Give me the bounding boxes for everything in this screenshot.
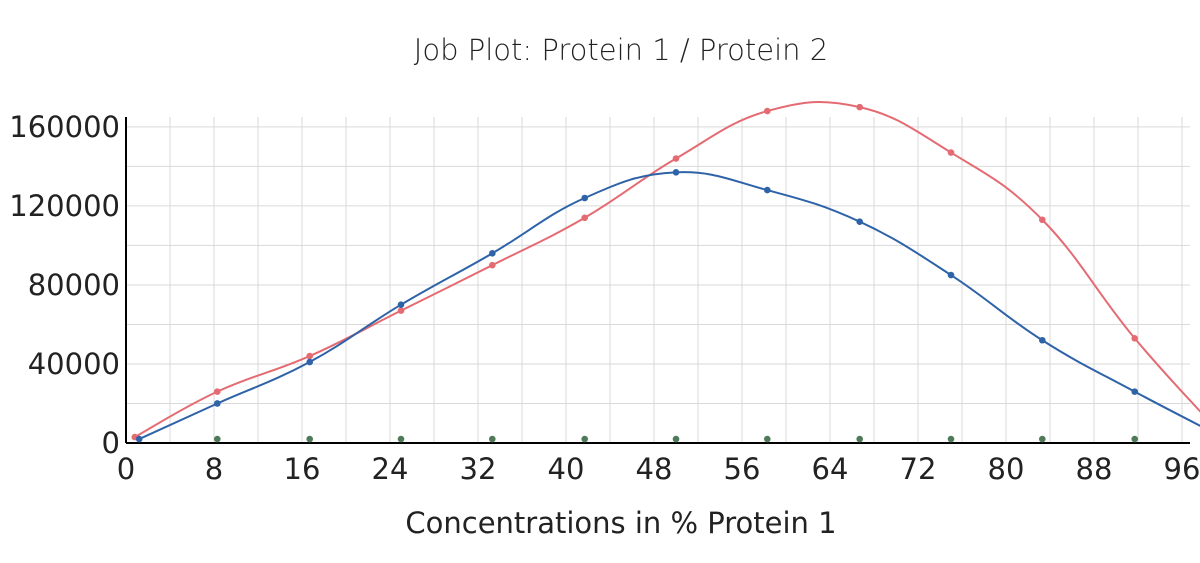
data-point	[1039, 435, 1046, 443]
data-point	[947, 271, 955, 279]
data-point	[397, 435, 405, 443]
data-point	[306, 435, 314, 443]
data-point	[1131, 435, 1138, 443]
x-tick-label: 8	[205, 452, 223, 486]
y-tick-label: 120000	[9, 189, 120, 223]
x-tick-label: 88	[1076, 452, 1113, 486]
x-tick-label: 24	[372, 452, 409, 486]
x-tick-labels: 0 8 16 24 32 40 48 56 64 72 80 88 96	[117, 452, 1200, 486]
grid	[126, 117, 1190, 443]
series-line	[138, 171, 1200, 440]
data-point	[672, 435, 680, 443]
series-2	[135, 169, 1200, 443]
data-point	[489, 435, 496, 443]
data-point	[856, 103, 863, 111]
data-point	[214, 388, 221, 395]
series-1	[131, 100, 1200, 441]
x-tick-label: 40	[548, 452, 585, 486]
x-tick-label: 80	[988, 452, 1025, 486]
x-tick-label: 32	[460, 452, 497, 486]
axes	[125, 117, 1190, 444]
data-point	[489, 250, 496, 257]
y-tick-label: 160000	[9, 110, 120, 144]
y-tick-label: 80000	[28, 268, 120, 302]
y-tick-label: 0	[102, 426, 120, 460]
data-point	[135, 435, 143, 443]
data-point	[1131, 334, 1138, 342]
x-tick-label: 56	[724, 452, 761, 486]
data-point	[214, 435, 221, 443]
series-line	[134, 100, 1200, 438]
x-tick-label: 0	[117, 452, 135, 486]
x-tick-label: 64	[812, 452, 849, 486]
data-point	[856, 435, 863, 443]
y-tick-labels: 0 40000 80000 120000 160000	[9, 110, 120, 460]
x-tick-label: 96	[1164, 452, 1200, 486]
data-point	[306, 352, 314, 360]
data-point	[581, 435, 588, 443]
data-point	[947, 149, 955, 156]
series-3	[214, 435, 1138, 443]
data-point	[489, 261, 496, 269]
y-tick-label: 40000	[28, 347, 120, 381]
data-point	[581, 194, 588, 202]
chart-title: Job Plot: Protein 1 / Protein 2	[414, 33, 828, 67]
data-point	[764, 435, 771, 443]
data-point	[856, 218, 863, 226]
data-point	[947, 435, 955, 443]
data-point	[764, 186, 771, 194]
data-point	[764, 107, 771, 115]
data-point	[581, 214, 588, 222]
series-layer	[131, 100, 1200, 443]
x-tick-label: 72	[900, 452, 937, 486]
data-point	[1131, 388, 1138, 395]
x-tick-label: 48	[636, 452, 673, 486]
data-point	[306, 358, 314, 366]
data-point	[1039, 336, 1046, 344]
data-point	[1039, 216, 1046, 224]
data-point	[397, 307, 405, 314]
x-axis-title: Concentrations in % Protein 1	[405, 506, 836, 540]
data-point	[672, 169, 680, 176]
data-point	[672, 155, 680, 162]
x-tick-label: 16	[284, 452, 321, 486]
data-point	[214, 400, 221, 407]
data-point	[397, 301, 405, 308]
